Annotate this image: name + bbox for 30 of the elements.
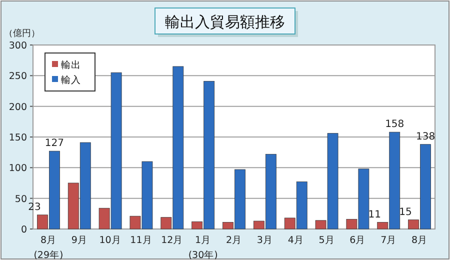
y-tick-label: 0: [20, 224, 27, 236]
y-tick-label: 50: [14, 194, 27, 205]
x-tick-label: 12月: [161, 235, 184, 246]
data-label: 15: [399, 206, 412, 218]
x-tick-label: 5月: [318, 235, 335, 246]
y-tick-label: 250: [8, 71, 27, 82]
y-tick-label: 200: [8, 102, 27, 113]
legend-label: 輸入: [61, 74, 81, 86]
x-tick-label: 6月: [350, 235, 366, 246]
y-tick-label: 300: [8, 40, 27, 52]
x-tick-label: 1月 (30年): [188, 235, 218, 260]
legend-label: 輸出: [61, 59, 81, 71]
x-tick-label: 8月 (29年): [34, 235, 64, 260]
y-tick-label: 150: [8, 132, 27, 144]
data-label: 127: [44, 138, 64, 150]
x-tick-label: 10月: [99, 235, 122, 246]
x-tick-label: 8月: [412, 235, 428, 246]
x-tick-label: 4月: [288, 235, 304, 246]
y-tick-label: 100: [8, 163, 27, 174]
data-label: 23: [28, 202, 41, 213]
x-tick-label: 9月: [71, 235, 88, 246]
data-label: 158: [385, 119, 404, 130]
data-label: 11: [368, 209, 381, 220]
x-tick-label: 2月: [226, 235, 242, 246]
y-axis-title: （億円）: [4, 28, 40, 39]
x-tick-label: 3月: [256, 235, 273, 246]
chart-title: 輸出入貿易額推移: [165, 13, 285, 31]
x-tick-label: 7月: [380, 235, 397, 246]
data-label: 138: [416, 131, 436, 142]
x-tick-label: 11月: [130, 235, 152, 246]
